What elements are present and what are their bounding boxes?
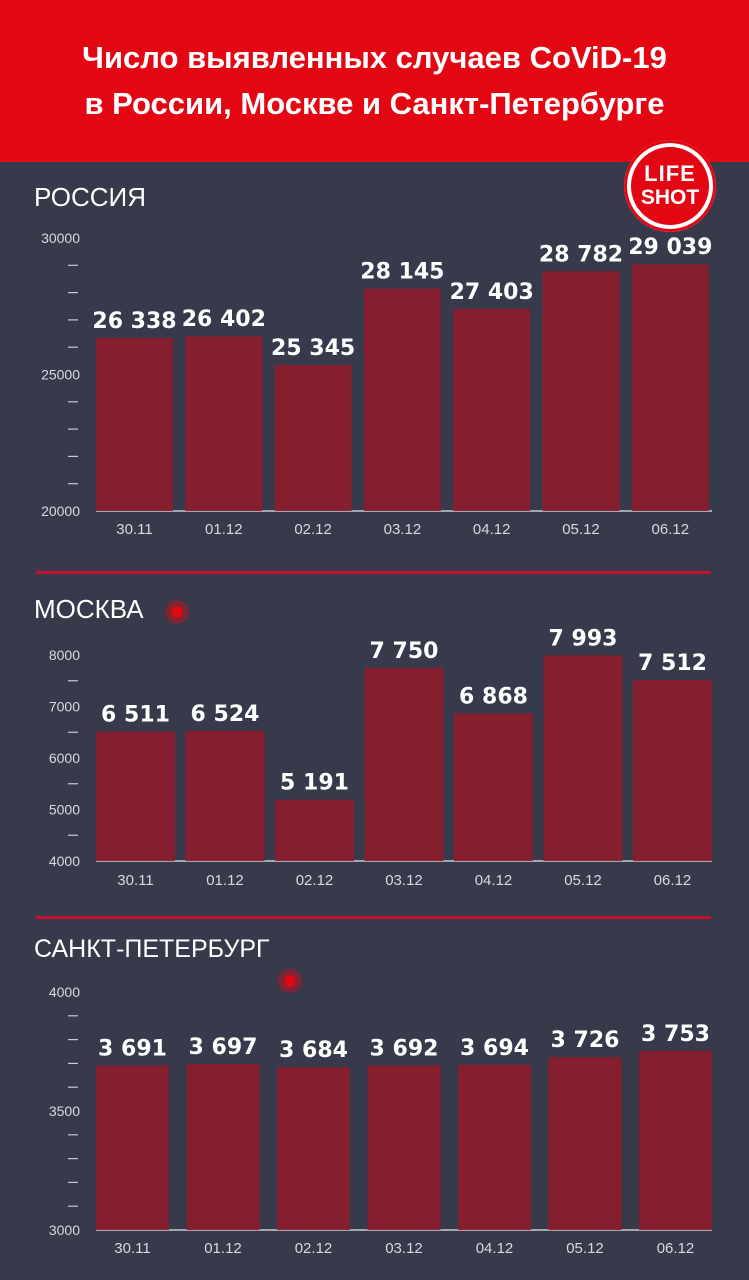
section-title-moscow: МОСКВА bbox=[34, 594, 144, 624]
logo-badge: LIFE SHOT bbox=[631, 147, 709, 225]
bar-30.11 bbox=[96, 337, 173, 511]
title-line-1: Число выявленных случаев CoViD-19 bbox=[82, 40, 667, 75]
bar-03.12 bbox=[363, 288, 441, 511]
x-tick-label: 04.12 bbox=[473, 521, 511, 538]
x-tick-label: 03.12 bbox=[385, 1240, 423, 1257]
bar-02.12 bbox=[275, 799, 354, 861]
x-tick-label: 03.12 bbox=[384, 521, 422, 538]
bar-05.12 bbox=[543, 655, 623, 861]
bar-02.12 bbox=[274, 365, 352, 511]
y-tick-label: 7000 bbox=[49, 699, 80, 715]
moscow-location-marker-icon bbox=[164, 599, 190, 625]
bar-02.12 bbox=[277, 1067, 350, 1230]
x-tick-label: 05.12 bbox=[562, 521, 600, 538]
x-tick-label: 02.12 bbox=[296, 872, 334, 889]
bar-value-label: 28 145 bbox=[360, 260, 444, 285]
bar-value-label: 3 726 bbox=[551, 1028, 620, 1053]
bar-value-label: 3 691 bbox=[98, 1037, 167, 1062]
bar-value-label: 3 694 bbox=[460, 1036, 529, 1061]
bar-30.11 bbox=[96, 731, 175, 861]
bar-06.12 bbox=[639, 1050, 712, 1230]
spb-location-marker-icon bbox=[277, 968, 303, 994]
x-tick-label: 06.12 bbox=[652, 521, 690, 538]
bar-01.12 bbox=[186, 1064, 260, 1230]
bar-value-label: 6 511 bbox=[101, 703, 170, 728]
x-tick-label: 03.12 bbox=[385, 872, 423, 889]
y-tick-label: 3500 bbox=[49, 1103, 80, 1119]
bar-03.12 bbox=[367, 1065, 441, 1230]
y-tick-label: 6000 bbox=[49, 750, 80, 766]
bar-04.12 bbox=[453, 308, 531, 511]
logo-text-top: LIFE bbox=[644, 161, 696, 186]
bar-04.12 bbox=[454, 713, 533, 861]
bar-03.12 bbox=[364, 667, 444, 861]
page-title: Число выявленных случаев CoViD-19 в Росс… bbox=[25, 35, 725, 127]
bar-value-label: 27 403 bbox=[450, 280, 534, 305]
y-tick-label: 25000 bbox=[41, 367, 80, 383]
bar-06.12 bbox=[633, 680, 712, 861]
bar-01.12 bbox=[185, 336, 263, 511]
y-tick-label: 3000 bbox=[49, 1222, 80, 1238]
x-tick-label: 06.12 bbox=[657, 1240, 695, 1257]
bar-value-label: 5 191 bbox=[280, 771, 349, 796]
x-tick-label: 04.12 bbox=[475, 872, 513, 889]
y-tick-label: 20000 bbox=[41, 503, 80, 519]
bar-04.12 bbox=[458, 1064, 531, 1230]
bar-05.12 bbox=[542, 271, 620, 511]
x-tick-label: 30.11 bbox=[116, 521, 152, 538]
bar-value-label: 3 753 bbox=[641, 1022, 710, 1047]
x-tick-label: 01.12 bbox=[206, 872, 244, 889]
x-tick-label: 30.11 bbox=[114, 1240, 150, 1257]
bar-value-label: 7 993 bbox=[549, 626, 618, 651]
x-tick-label: 06.12 bbox=[654, 872, 692, 889]
title-line-2: в России, Москве и Санкт-Петербурге bbox=[84, 86, 665, 121]
bar-value-label: 29 039 bbox=[628, 235, 712, 260]
x-tick-label: 05.12 bbox=[564, 872, 602, 889]
bar-value-label: 26 338 bbox=[92, 309, 176, 334]
section-divider-2 bbox=[36, 916, 711, 919]
bar-value-label: 6 524 bbox=[191, 702, 260, 727]
y-tick-label: 8000 bbox=[49, 647, 80, 663]
y-tick-label: 30000 bbox=[41, 230, 80, 246]
bar-value-label: 3 692 bbox=[370, 1036, 439, 1061]
header-banner: Число выявленных случаев CoViD-19 в Росс… bbox=[0, 0, 749, 162]
bar-value-label: 7 512 bbox=[638, 651, 707, 676]
section-title-russia: РОССИЯ bbox=[34, 182, 147, 212]
bar-value-label: 25 345 bbox=[271, 336, 355, 361]
section-title-spb: САНКТ-ПЕТЕРБУРГ bbox=[34, 935, 270, 963]
y-tick-label: 5000 bbox=[49, 802, 80, 818]
bar-value-label: 3 684 bbox=[279, 1038, 348, 1063]
bar-30.11 bbox=[96, 1065, 169, 1230]
bar-value-label: 7 750 bbox=[370, 639, 439, 664]
y-tick-label: 4000 bbox=[49, 984, 80, 1000]
x-tick-label: 02.12 bbox=[294, 521, 332, 538]
bar-value-label: 6 868 bbox=[459, 684, 528, 709]
bar-05.12 bbox=[548, 1057, 622, 1230]
y-tick-label: 4000 bbox=[49, 853, 80, 869]
x-tick-label: 01.12 bbox=[204, 1240, 242, 1257]
bar-value-label: 26 402 bbox=[182, 307, 266, 332]
x-tick-label: 30.11 bbox=[117, 872, 153, 889]
section-divider-1 bbox=[36, 571, 711, 574]
x-tick-label: 04.12 bbox=[476, 1240, 514, 1257]
x-tick-label: 05.12 bbox=[566, 1240, 604, 1257]
bar-01.12 bbox=[185, 731, 265, 861]
bar-value-label: 3 697 bbox=[189, 1035, 258, 1060]
logo-text-bottom: SHOT bbox=[640, 186, 700, 209]
x-tick-label: 01.12 bbox=[205, 521, 243, 538]
bar-value-label: 28 782 bbox=[539, 242, 623, 267]
x-tick-label: 02.12 bbox=[295, 1240, 333, 1257]
bar-06.12 bbox=[631, 264, 709, 511]
lifeshot-logo: LIFE SHOT bbox=[624, 140, 716, 232]
